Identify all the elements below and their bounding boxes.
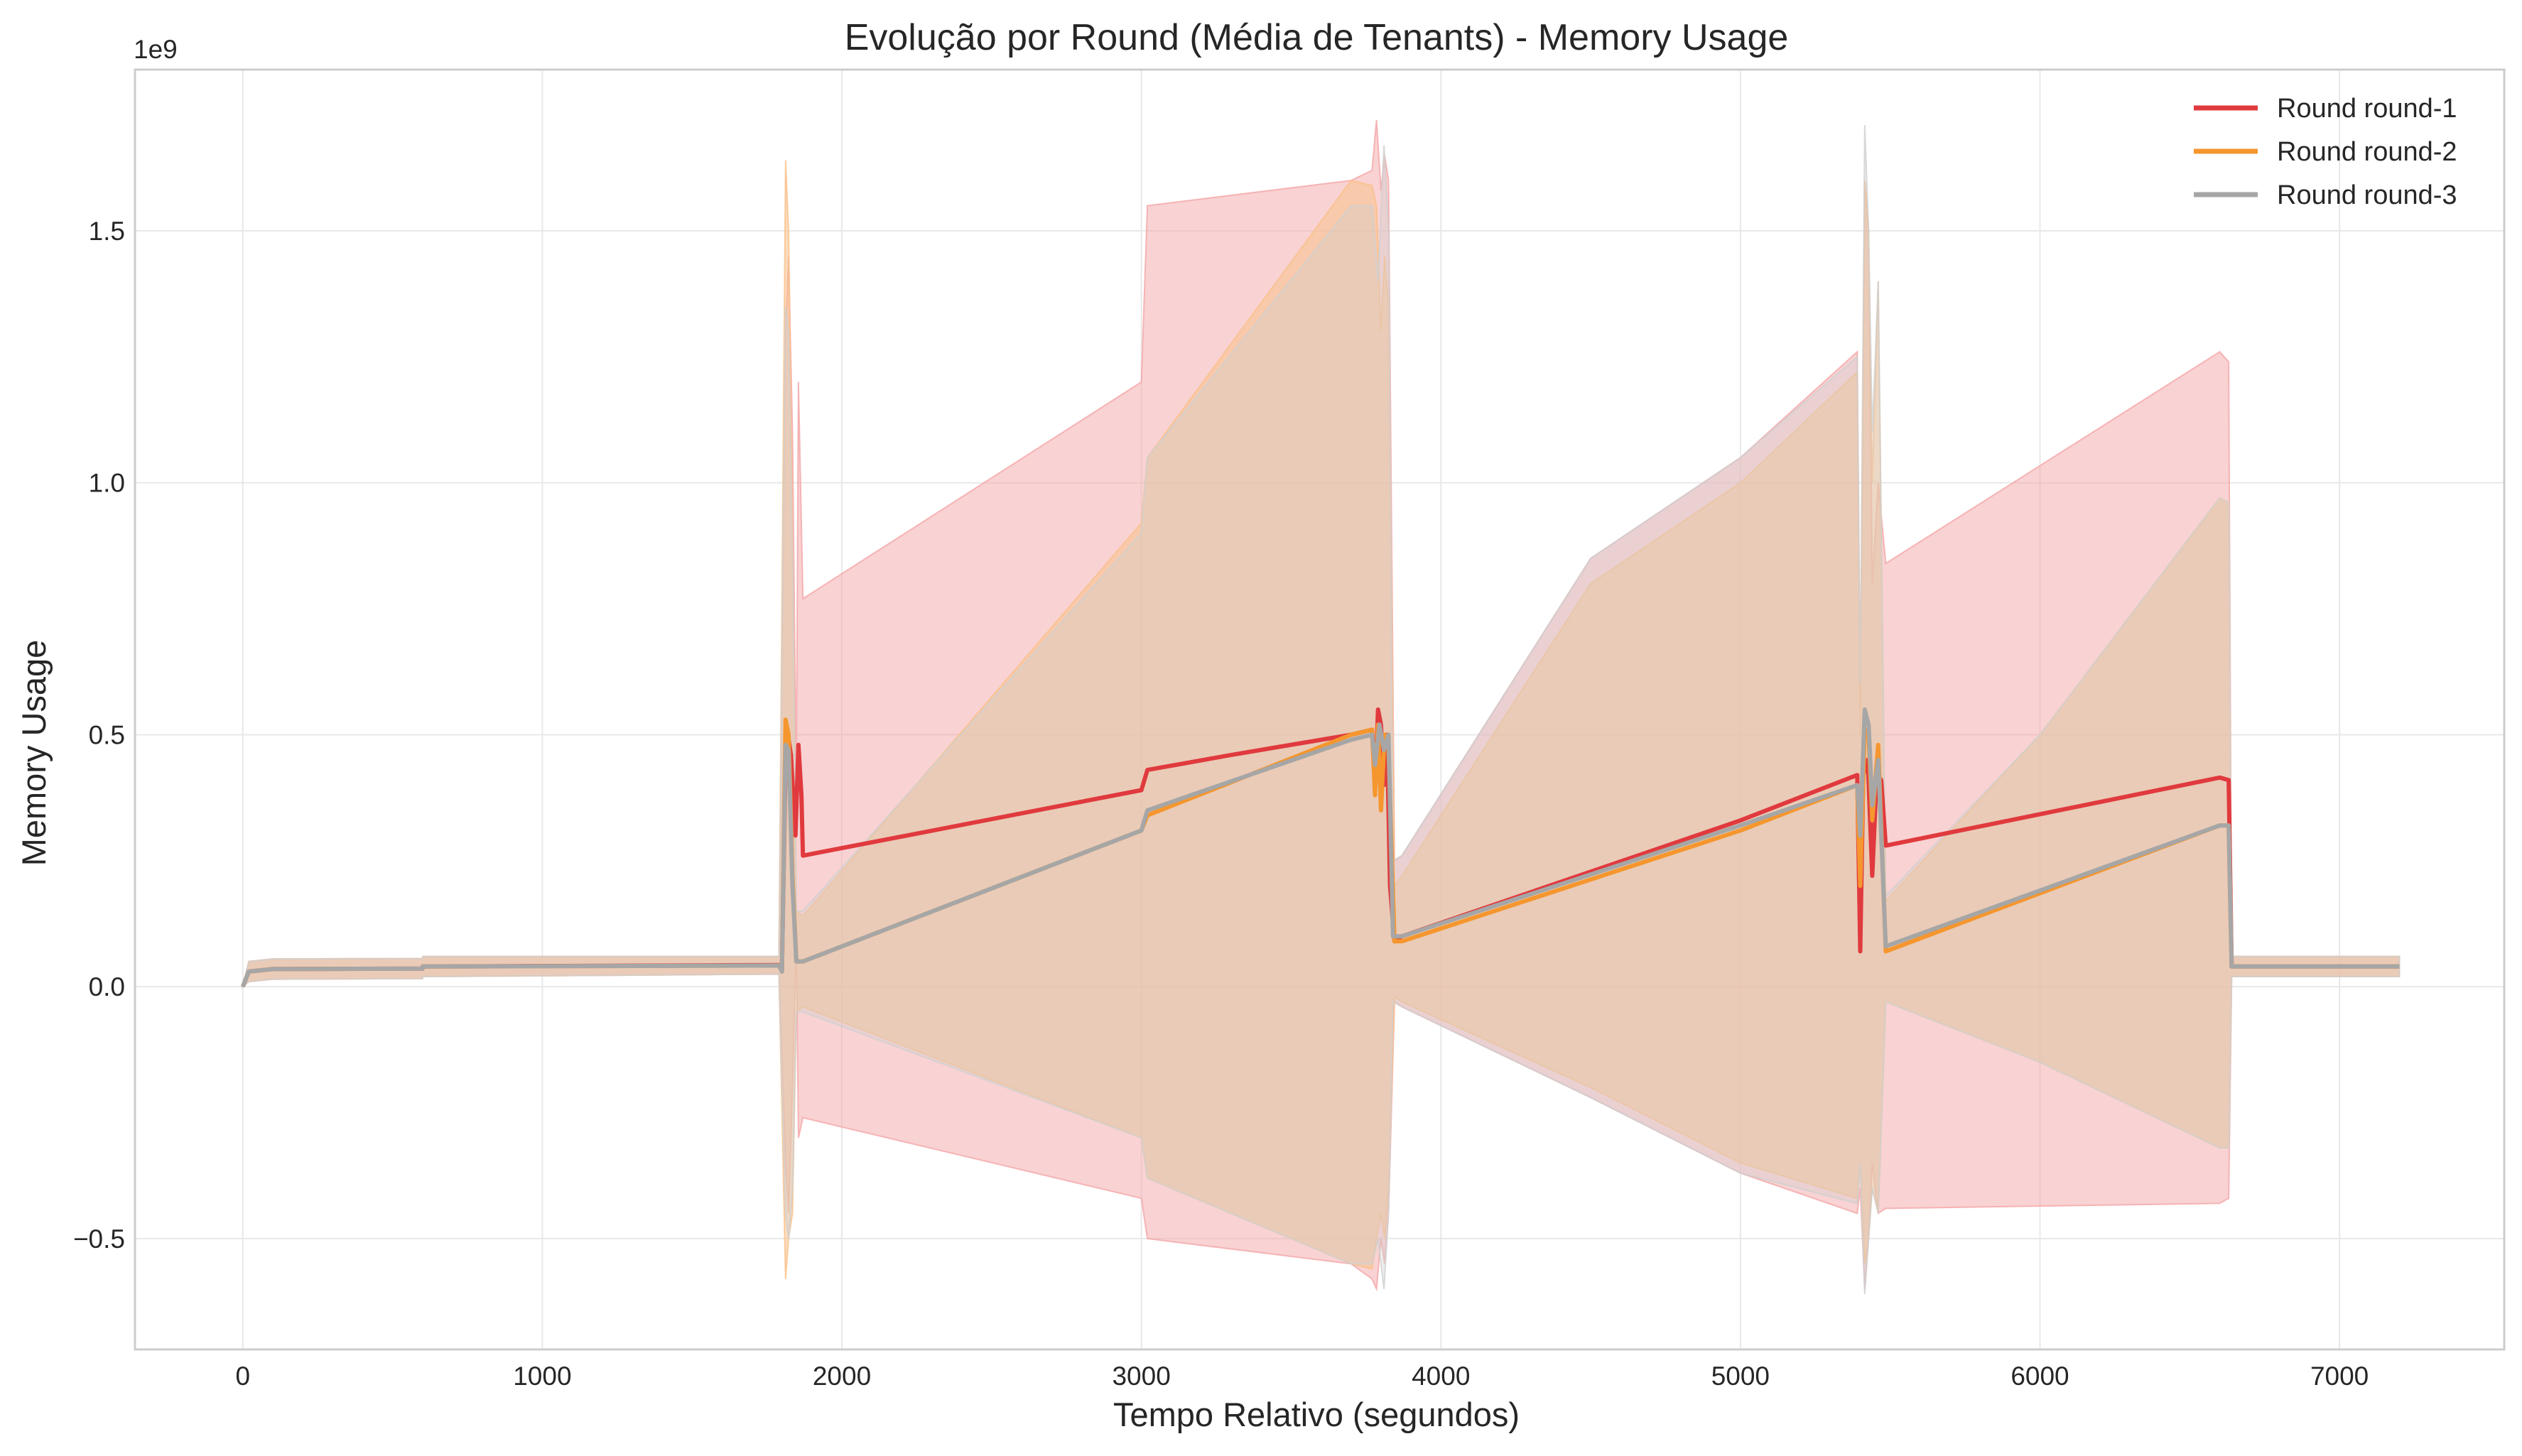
x-tick-label: 1000 — [513, 1362, 571, 1391]
legend-label: Round round-2 — [2277, 137, 2457, 167]
x-tick-label: 5000 — [1711, 1362, 1770, 1391]
y-tick-label: 0.0 — [89, 972, 125, 1001]
legend-entry-1: Round round-1 — [2194, 94, 2457, 124]
y-tick-label: 1.0 — [89, 469, 125, 498]
legend-entry-3: Round round-3 — [2194, 180, 2457, 210]
legend-entry-2: Round round-2 — [2194, 137, 2457, 167]
x-tick-label: 0 — [235, 1362, 250, 1391]
series-lines — [241, 707, 2400, 988]
y-tick-label: 0.5 — [89, 720, 125, 749]
x-tick-label: 6000 — [2010, 1362, 2069, 1391]
confidence-bands — [242, 119, 2401, 1295]
y-tick-label: −0.5 — [73, 1224, 125, 1254]
plot-frame — [134, 68, 2506, 1351]
y-axis-label: Memory Usage — [15, 640, 53, 866]
y-tick-label: 1.5 — [89, 217, 125, 246]
x-tick-label: 2000 — [813, 1362, 871, 1391]
x-tick-label: 7000 — [2310, 1362, 2369, 1391]
y-axis-offset-label: 1e9 — [134, 35, 178, 64]
series-line-3 — [241, 707, 2400, 988]
x-tick-label: 4000 — [1412, 1362, 1470, 1391]
legend-label: Round round-3 — [2277, 180, 2457, 210]
x-tick-label: 3000 — [1112, 1362, 1170, 1391]
x-axis-ticks: 0 1000 2000 3000 4000 5000 6000 7000 — [235, 1362, 2369, 1391]
legend-label: Round round-1 — [2277, 94, 2457, 124]
x-axis-label: Tempo Relativo (segundos) — [1113, 1396, 1520, 1433]
legend: Round round-1 Round round-2 Round round-3 — [2194, 94, 2457, 210]
chart-title: Evolução por Round (Média de Tenants) - … — [845, 17, 1789, 58]
y-axis-ticks: −0.5 0.0 0.5 1.0 1.5 — [73, 217, 125, 1254]
